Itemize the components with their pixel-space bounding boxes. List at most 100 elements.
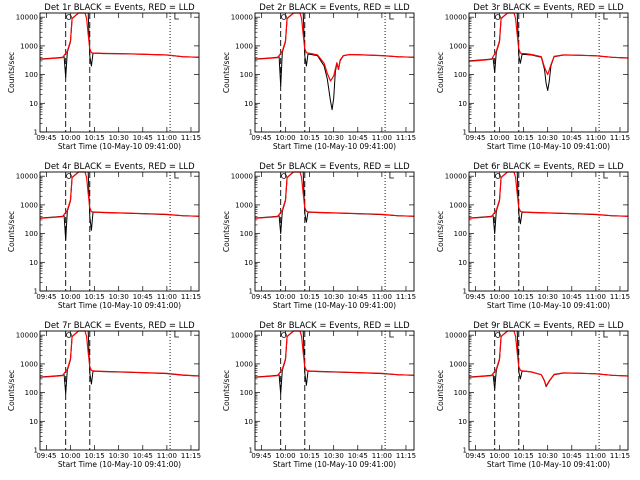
x-tick-label: 10:00 — [275, 293, 295, 301]
panel-title: Det 1r BLACK = Events, RED = LLD — [44, 3, 195, 13]
panel-title: Det 2r BLACK = Events, RED = LLD — [259, 3, 410, 13]
x-tick-label: 10:45 — [348, 293, 368, 301]
x-tick-label: 10:00 — [275, 134, 295, 142]
x-tick-label: 09:45 — [465, 134, 485, 142]
x-tick-label: 10:30 — [109, 134, 129, 142]
x-tick-label: 10:30 — [109, 293, 129, 301]
x-tick-label: 11:00 — [372, 452, 392, 460]
x-tick-label: 10:45 — [348, 452, 368, 460]
y-tick-label: 1 — [34, 447, 38, 455]
marker-circle — [281, 14, 287, 20]
lld-series-line — [254, 12, 415, 82]
y-tick-label: 100 — [25, 389, 38, 397]
x-tick-label: 10:15 — [300, 452, 320, 460]
x-tick-label: 10:30 — [324, 452, 344, 460]
x-tick-label: 10:15 — [514, 134, 534, 142]
panel-title: Det 9r BLACK = Events, RED = LLD — [473, 321, 624, 331]
events-series-line — [254, 330, 415, 395]
x-tick-label: 09:45 — [36, 134, 56, 142]
marker-bracket — [174, 331, 179, 338]
x-tick-label: 11:15 — [396, 452, 416, 460]
x-axis-label: Start Time (10-May-10 09:41:00) — [58, 460, 181, 469]
x-tick-label: 11:00 — [372, 134, 392, 142]
x-tick-label: 10:15 — [85, 293, 105, 301]
events-series-line — [468, 171, 629, 235]
x-tick-label: 10:45 — [133, 293, 153, 301]
y-tick-label: 10 — [458, 259, 467, 267]
y-axis-label: Counts/sec — [222, 52, 231, 93]
x-axis-label: Start Time (10-May-10 09:41:00) — [58, 142, 181, 151]
x-axis-label: Start Time (10-May-10 09:41:00) — [487, 460, 610, 469]
x-tick-label: 09:45 — [465, 452, 485, 460]
x-axis-label: Start Time (10-May-10 09:41:00) — [487, 142, 610, 151]
x-axis-label: Start Time (10-May-10 09:41:00) — [273, 142, 396, 151]
marker-circle — [66, 173, 72, 179]
x-tick-label: 11:00 — [586, 452, 606, 460]
x-tick-label: 11:15 — [610, 134, 630, 142]
panel-7: Det 7r BLACK = Events, RED = LLD 1 10 100 10… — [7, 321, 201, 469]
x-tick-label: 11:15 — [610, 293, 630, 301]
y-tick-label: 1000 — [20, 201, 38, 209]
plot-frame — [254, 171, 415, 292]
x-tick-label: 10:45 — [348, 134, 368, 142]
y-tick-label: 10 — [244, 418, 253, 426]
y-tick-label: 1 — [249, 129, 253, 137]
y-tick-label: 10000 — [16, 332, 38, 340]
lld-series-line — [39, 171, 200, 219]
x-tick-label: 10:45 — [562, 293, 582, 301]
panel-title: Det 7r BLACK = Events, RED = LLD — [44, 321, 195, 331]
x-tick-label: 10:30 — [538, 452, 558, 460]
y-tick-label: 10 — [458, 100, 467, 108]
y-tick-label: 100 — [25, 71, 38, 79]
marker-bracket — [389, 331, 394, 338]
x-tick-label: 10:00 — [60, 293, 80, 301]
y-tick-label: 1 — [34, 288, 38, 296]
y-tick-label: 10000 — [231, 173, 253, 181]
y-tick-label: 100 — [25, 230, 38, 238]
y-axis-label: Counts/sec — [7, 52, 16, 93]
y-axis-label: Counts/sec — [436, 52, 445, 93]
marker-circle — [281, 173, 287, 179]
events-series-line — [468, 330, 629, 390]
marker-circle — [495, 332, 501, 338]
x-tick-label: 11:15 — [181, 452, 201, 460]
y-axis-label: Counts/sec — [7, 211, 16, 252]
lld-series-line — [254, 330, 415, 378]
lld-series-line — [468, 330, 629, 387]
x-axis-label: Start Time (10-May-10 09:41:00) — [58, 301, 181, 310]
y-axis-label: Counts/sec — [7, 370, 16, 411]
plot-frame — [468, 330, 629, 451]
panel-title: Det 3r BLACK = Events, RED = LLD — [473, 3, 624, 13]
x-tick-label: 11:15 — [610, 452, 630, 460]
x-tick-label: 10:15 — [514, 452, 534, 460]
y-tick-label: 1 — [34, 129, 38, 137]
x-tick-label: 10:30 — [538, 134, 558, 142]
y-tick-label: 100 — [454, 230, 467, 238]
plot-frame — [39, 330, 200, 451]
panel-title: Det 5r BLACK = Events, RED = LLD — [259, 162, 410, 172]
x-tick-label: 10:00 — [60, 134, 80, 142]
x-tick-label: 11:15 — [181, 293, 201, 301]
x-tick-label: 10:30 — [109, 452, 129, 460]
lld-series-line — [39, 330, 200, 378]
lld-series-line — [468, 171, 629, 219]
x-tick-label: 11:00 — [157, 134, 177, 142]
y-tick-label: 10 — [244, 100, 253, 108]
marker-bracket — [603, 13, 608, 20]
x-tick-label: 09:45 — [465, 293, 485, 301]
x-tick-label: 11:15 — [396, 293, 416, 301]
plot-frame — [254, 12, 415, 133]
x-axis-label: Start Time (10-May-10 09:41:00) — [273, 460, 396, 469]
y-tick-label: 100 — [454, 71, 467, 79]
marker-bracket — [389, 13, 394, 20]
panel-5: Det 5r BLACK = Events, RED = LLD 1 10 100 10… — [222, 162, 416, 310]
x-tick-label: 09:45 — [36, 452, 56, 460]
y-tick-label: 100 — [240, 230, 253, 238]
x-axis-label: Start Time (10-May-10 09:41:00) — [487, 301, 610, 310]
panel-8: Det 8r BLACK = Events, RED = LLD 1 10 100 10… — [222, 321, 416, 469]
x-tick-label: 09:45 — [36, 293, 56, 301]
x-tick-label: 10:15 — [85, 452, 105, 460]
panel-title: Det 4r BLACK = Events, RED = LLD — [44, 162, 195, 172]
x-tick-label: 11:00 — [157, 293, 177, 301]
